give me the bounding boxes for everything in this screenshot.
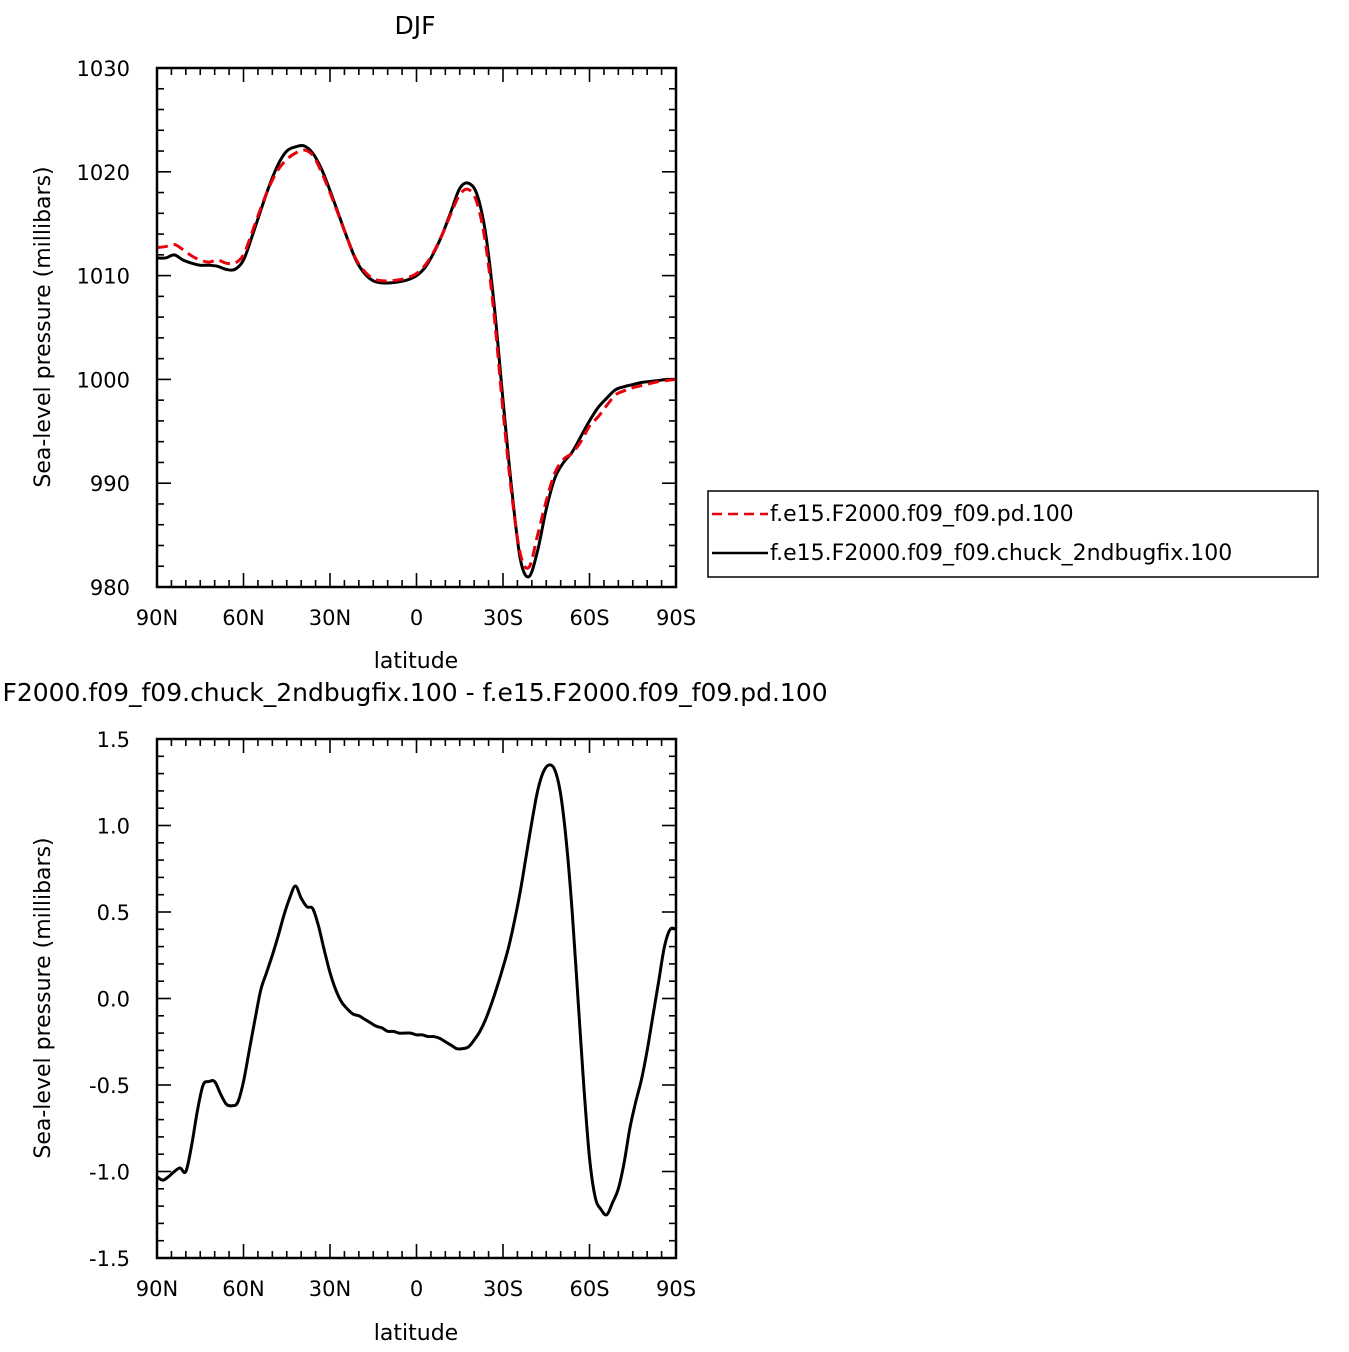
- legend-label-pd: f.e15.F2000.f09_f09.pd.100: [770, 502, 1074, 527]
- legend-label-chuck: f.e15.F2000.f09_f09.chuck_2ndbugfix.100: [770, 541, 1232, 566]
- bottom-plot-title: f.e15.F2000.f09_f09.chuck_2ndbugfix.100 …: [0, 678, 828, 707]
- bottom-tick-labels: 90N 60N 30N 0 30S 60S 90S -1.5 -1.0 -0.5 0.0 0.5 1.0…: [89, 728, 696, 1301]
- bottom-y-tick-label: 0.5: [97, 901, 130, 925]
- bottom-x-tick-label: 0: [410, 1277, 423, 1301]
- bottom-y-tick-label: -1.0: [89, 1161, 130, 1185]
- top-y-tick-label: 1030: [77, 57, 130, 81]
- top-tick-labels: 90N 60N 30N 0 30S 60S 90S 980 990 1000 1010 1020 103…: [77, 57, 696, 630]
- bottom-y-tick-label: 1.0: [97, 815, 130, 839]
- bottom-x-tick-label: 30S: [483, 1277, 523, 1301]
- bottom-y-tick-label: 0.0: [97, 988, 130, 1012]
- top-x-axis-label: latitude: [374, 649, 458, 674]
- top-y-tick-label: 980: [90, 576, 130, 600]
- top-x-tick-label: 90S: [656, 606, 696, 630]
- top-x-tick-label: 90N: [136, 606, 178, 630]
- bottom-y-tick-label: 1.5: [97, 728, 130, 752]
- bottom-y-axis-label: Sea-level pressure (millibars): [31, 837, 56, 1158]
- top-plot-title: DJF: [394, 11, 435, 40]
- top-x-tick-label: 30S: [483, 606, 523, 630]
- legend-box: [707, 490, 1319, 578]
- bottom-plot-frame: [155, 737, 678, 1260]
- bottom-y-tick-label: -0.5: [89, 1074, 130, 1098]
- bottom-series-line-0: [157, 763, 676, 1217]
- top-series-lines: [157, 143, 676, 579]
- top-y-tick-label: 1000: [77, 368, 130, 392]
- top-x-tick-label: 60S: [569, 606, 609, 630]
- top-y-tick-label: 990: [90, 472, 130, 496]
- bottom-x-axis-label: latitude: [374, 1321, 458, 1346]
- top-x-tick-label: 30N: [309, 606, 351, 630]
- bottom-series-lines: [157, 763, 676, 1217]
- top-x-tick-label: 0: [410, 606, 423, 630]
- top-axis-ticks: [156, 67, 677, 588]
- bottom-plot-panel: f.e15.F2000.f09_f09.chuck_2ndbugfix.100 …: [0, 678, 828, 1346]
- top-plot-frame: [155, 66, 678, 589]
- top-y-tick-label: 1010: [77, 265, 130, 289]
- top-series-line-1: [157, 143, 676, 579]
- top-y-tick-label: 1020: [77, 161, 130, 185]
- bottom-x-tick-label: 60N: [222, 1277, 264, 1301]
- bottom-axis-ticks: [156, 738, 677, 1259]
- bottom-x-tick-label: 90S: [656, 1277, 696, 1301]
- top-series-line-0: [157, 148, 676, 570]
- legend: f.e15.F2000.f09_f09.pd.100 f.e15.F2000.f…: [707, 490, 1319, 578]
- bottom-x-tick-label: 30N: [309, 1277, 351, 1301]
- top-y-axis-label: Sea-level pressure (millibars): [31, 166, 56, 487]
- bottom-y-tick-label: -1.5: [89, 1247, 130, 1271]
- top-x-tick-label: 60N: [222, 606, 264, 630]
- bottom-x-tick-label: 60S: [569, 1277, 609, 1301]
- top-plot-panel: DJF 90N 60N 30N 0 30S 60S 90S 980 990 1000 1010 102…: [31, 11, 1319, 674]
- bottom-x-tick-label: 90N: [136, 1277, 178, 1301]
